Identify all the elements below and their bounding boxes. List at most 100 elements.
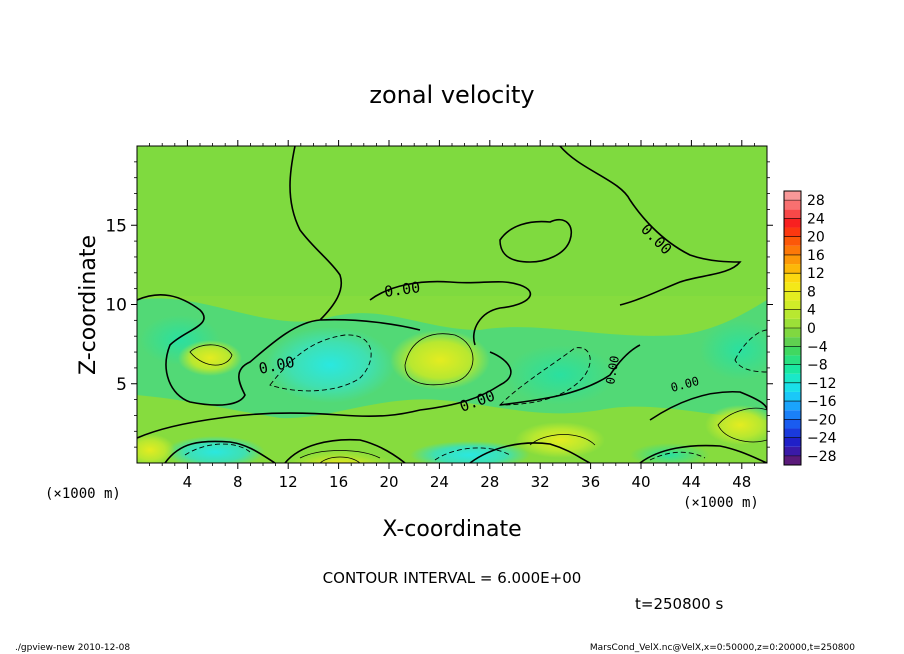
colorbar-tick-label: 20 — [807, 230, 825, 246]
colorbar-swatch — [784, 209, 801, 219]
pos-contour-3 — [717, 407, 767, 443]
x-tick-label: 28 — [480, 473, 499, 491]
y-axis-unit: (×1000 m) — [45, 486, 121, 502]
colorbar-swatch — [784, 191, 801, 201]
colorbar-swatch — [784, 236, 801, 246]
pos-contour-2 — [189, 344, 233, 366]
colorbar-tick-label: 24 — [807, 211, 825, 227]
x-tick-label: 32 — [531, 473, 550, 491]
zero-contour-bottom — [164, 438, 767, 463]
field-yellow-core-3 — [705, 405, 767, 445]
zero-contour-upper — [369, 280, 532, 346]
colorbar-swatch — [784, 364, 801, 374]
field-cyan-core-3 — [700, 320, 767, 380]
positive-contours — [189, 333, 767, 463]
x-tick-label: 40 — [631, 473, 650, 491]
colorbar-tick-label: −4 — [807, 339, 828, 355]
field-cyan-core-5 — [165, 436, 265, 463]
pos-contour-1 — [404, 333, 474, 386]
neg-contour-6 — [649, 451, 706, 461]
zero-contour-lens — [499, 218, 572, 263]
colorbar-swatch — [784, 218, 801, 228]
x-tick-label: 12 — [279, 473, 298, 491]
field-cyan-core-7 — [630, 443, 710, 463]
field-upper-band — [137, 146, 767, 296]
colorbar-swatch — [784, 273, 801, 283]
x-tick-label: 4 — [183, 473, 193, 491]
y-tick-label: 10 — [105, 296, 127, 316]
colorbar-tick-label: −28 — [807, 449, 837, 465]
colorbar-swatch — [784, 428, 801, 438]
field-cyan-core-2 — [505, 345, 615, 405]
pos-contour-5 — [299, 450, 381, 459]
neg-contour-2 — [498, 347, 591, 406]
colorbar-swatch — [784, 401, 801, 411]
plot-area — [137, 146, 767, 463]
x-tick-label: 8 — [233, 473, 243, 491]
negative-contours — [184, 329, 767, 461]
colorbar-swatch — [784, 337, 801, 347]
colorbar-tick-label: −12 — [807, 376, 837, 392]
x-axis: 4 8 12 16 20 24 28 32 36 40 44 48 — [149, 140, 755, 491]
colorbar-swatch — [784, 227, 801, 237]
colorbar-tick-label: −8 — [807, 358, 828, 374]
colorbar-tick-label: 12 — [807, 266, 825, 282]
field-yellow-core-2 — [178, 340, 242, 376]
x-axis-unit: (×1000 m) — [683, 495, 759, 511]
colorbar-swatch — [784, 200, 801, 210]
contour-label-5: 0.00 — [603, 355, 622, 386]
colorbar-swatch — [784, 455, 801, 465]
chart-title: zonal velocity — [369, 81, 534, 109]
footer-right: MarsCond_VelX.nc@VelX,x=0:50000,z=0:2000… — [590, 643, 855, 653]
x-axis-title: X-coordinate — [382, 517, 521, 542]
colorbar-swatch — [784, 300, 801, 310]
y-axis: 5 10 15 — [105, 161, 773, 448]
zero-contour-lower — [137, 344, 767, 439]
colorbar-swatch — [784, 446, 801, 456]
y-tick-label: 15 — [105, 216, 127, 236]
field-yellow-core-5 — [137, 434, 175, 463]
neg-contour-4 — [184, 443, 251, 456]
zero-contours — [137, 146, 767, 463]
colorbar-tick-label: −20 — [807, 412, 837, 428]
colorbar-swatch — [784, 318, 801, 328]
contour-label-2: 0.00 — [383, 278, 421, 301]
x-tick-label: 24 — [430, 473, 449, 491]
colorbar-swatch — [784, 346, 801, 356]
colorbar-swatch — [784, 282, 801, 292]
colorbar-swatch — [784, 245, 801, 255]
x-tick-label: 36 — [581, 473, 600, 491]
colorbar-swatch — [784, 309, 801, 319]
y-axis-title: Z-coordinate — [76, 235, 101, 375]
neg-contour-3 — [734, 329, 767, 373]
neg-contour-1 — [269, 334, 372, 392]
colorbar-swatch — [784, 328, 801, 338]
colorbar-swatch — [784, 382, 801, 392]
zero-contour-right — [559, 146, 742, 306]
colorbar-swatch — [784, 264, 801, 274]
field-cyan-core-1 — [265, 327, 395, 403]
footer-left: ./gpview-new 2010-12-08 — [15, 643, 130, 653]
x-tick-label: 48 — [732, 473, 751, 491]
colorbar-swatch — [784, 391, 801, 402]
colorbar-tick-label: 4 — [807, 303, 816, 319]
colorbar-tick-label: −24 — [807, 431, 837, 447]
colorbar-tick-label: 8 — [807, 284, 816, 300]
colorbar-tick-label: 28 — [807, 193, 825, 209]
colorbar-swatch — [784, 410, 801, 420]
colorbar-tick-label: 0 — [807, 321, 816, 337]
x-tick-label: 44 — [682, 473, 701, 491]
colorbar-swatch — [784, 291, 801, 301]
x-tick-label: 20 — [379, 473, 398, 491]
colorbar-swatch — [784, 355, 801, 365]
pos-contour-6 — [319, 456, 361, 463]
field-yellow-core-4 — [515, 422, 605, 458]
time-label: t=250800 s — [635, 595, 723, 613]
colorbar: 28 24 20 16 12 8 4 0 −4 −8 −12 −16 −20 −24 −28 — [783, 190, 837, 466]
colorbar-swatch — [784, 437, 801, 447]
contour-interval: CONTOUR INTERVAL = 6.000E+00 — [323, 569, 582, 587]
colorbar-tick-label: −16 — [807, 394, 837, 410]
colorbar-swatch — [784, 419, 801, 429]
colorbar-swatch — [784, 373, 801, 383]
